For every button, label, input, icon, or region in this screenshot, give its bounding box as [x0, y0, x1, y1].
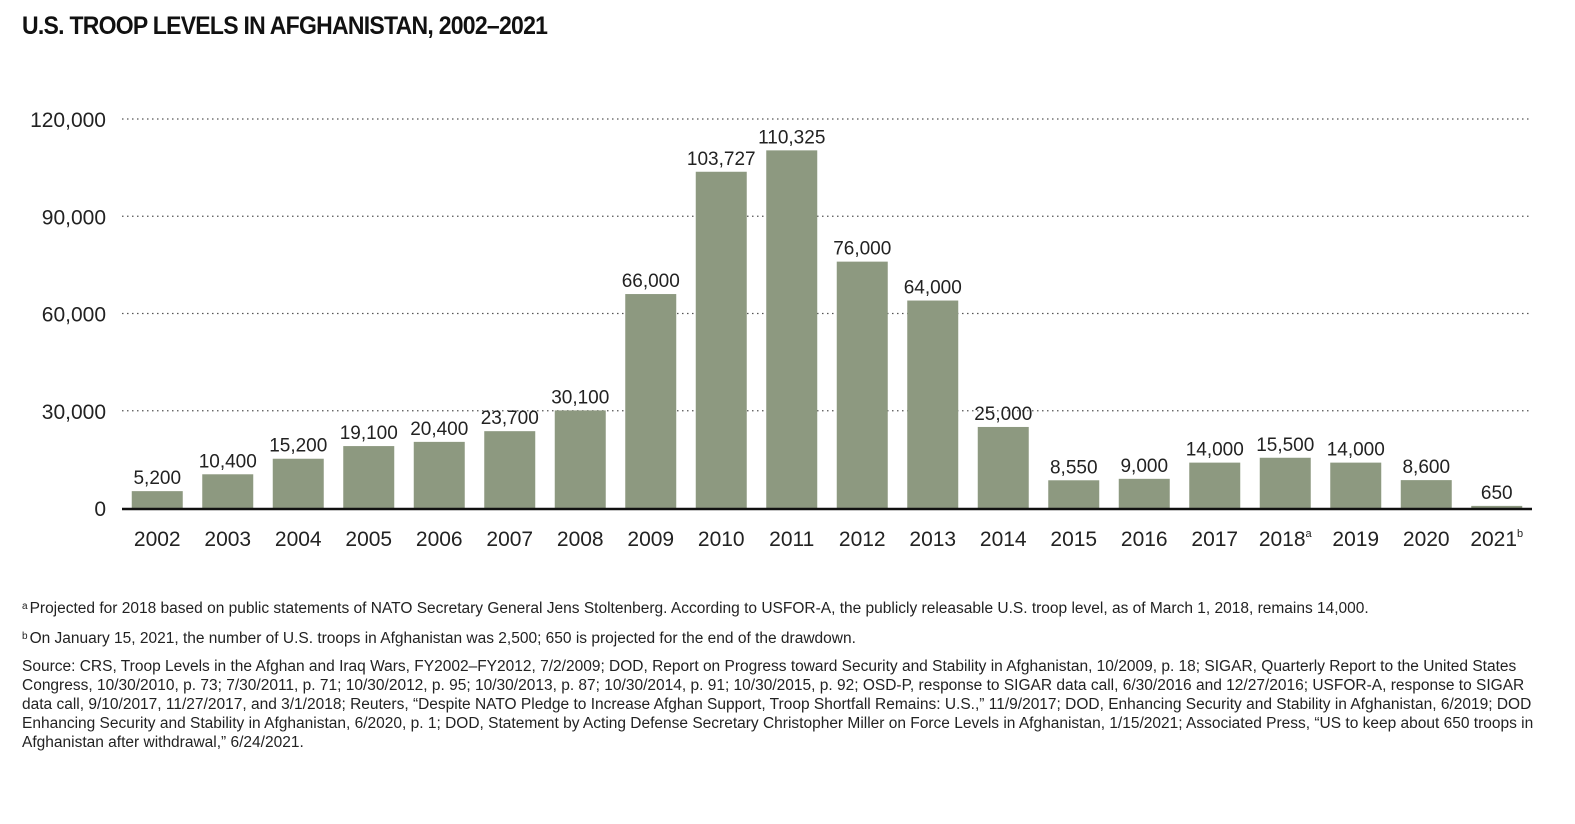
- bar-2015: [1048, 480, 1100, 508]
- x-tick-label: 2016: [1121, 528, 1168, 551]
- value-label: 8,600: [1402, 457, 1450, 478]
- value-labels: 5,200 10,400 15,200 19,100 20,400 23,700 30,10…: [133, 127, 1512, 504]
- x-tick-label: 2009: [627, 528, 674, 551]
- footnote-a-text: Projected for 2018 based on public state…: [29, 600, 1369, 617]
- bar-2008: [554, 410, 606, 508]
- bar-2014: [977, 426, 1029, 508]
- x-tick-label: 2012: [839, 528, 886, 551]
- value-label: 19,100: [340, 423, 398, 444]
- x-tick-label: 2020: [1403, 528, 1450, 551]
- value-label: 15,200: [269, 436, 327, 457]
- x-tick-footnote-mark: b: [1517, 528, 1523, 540]
- bar-2021: [1471, 505, 1523, 508]
- footnote-a-mark: a: [22, 601, 28, 612]
- bars: [131, 150, 1523, 508]
- bar-2009: [625, 294, 677, 508]
- value-label: 66,000: [622, 271, 680, 292]
- value-label: 20,400: [410, 419, 468, 440]
- bar-2003: [202, 474, 254, 508]
- x-tick-label: 2005: [345, 528, 392, 551]
- y-tick-label: 90,000: [42, 206, 106, 229]
- bar-2005: [343, 446, 395, 508]
- bar-2016: [1118, 478, 1170, 508]
- bar-2006: [413, 441, 465, 508]
- bar-2010: [695, 171, 747, 508]
- x-tick-label: 2007: [486, 528, 533, 551]
- x-tick-label: 2015: [1050, 528, 1097, 551]
- x-tick-label: 2011: [769, 528, 814, 551]
- bar-2013: [907, 300, 959, 508]
- chart-title: U.S. TROOP LEVELS IN AFGHANISTAN, 2002–2…: [22, 12, 548, 40]
- value-label: 9,000: [1120, 456, 1168, 477]
- x-tick-label: 2004: [275, 528, 322, 551]
- x-tick-label: 2017: [1191, 528, 1238, 551]
- y-tick-label: 0: [94, 498, 106, 521]
- x-tick-label: 2006: [416, 528, 463, 551]
- y-tick-label: 60,000: [42, 304, 106, 327]
- value-label: 110,325: [758, 127, 825, 148]
- bar-2017: [1189, 462, 1241, 508]
- value-label: 25,000: [974, 404, 1032, 425]
- y-axis-ticks: 0 30,000 60,000 90,000 120,000: [30, 109, 106, 521]
- bar-2018: [1259, 457, 1311, 508]
- value-label: 64,000: [904, 278, 962, 299]
- x-tick-label: 2008: [557, 528, 604, 551]
- value-label: 10,400: [199, 451, 257, 472]
- bar-2004: [272, 458, 324, 508]
- value-label: 650: [1481, 483, 1513, 504]
- x-tick-label: 2019: [1332, 528, 1379, 551]
- value-label: 8,550: [1050, 457, 1098, 478]
- bar-2012: [836, 261, 888, 508]
- value-label: 30,100: [551, 387, 609, 408]
- bar-2007: [484, 431, 536, 508]
- footnote-b-mark: b: [22, 631, 28, 642]
- x-tick-label: 2021b: [1470, 528, 1523, 551]
- value-label: 14,000: [1327, 440, 1385, 461]
- bar-2011: [766, 150, 818, 508]
- x-tick-label: 2003: [204, 528, 251, 551]
- x-tick-footnote-mark: a: [1306, 528, 1313, 540]
- footnotes: a Projected for 2018 based on public stat…: [22, 597, 1557, 761]
- value-label: 23,700: [481, 408, 539, 429]
- x-tick-label: 2002: [134, 528, 181, 551]
- y-tick-label: 120,000: [30, 109, 106, 132]
- value-label: 103,727: [687, 149, 756, 170]
- x-tick-label: 2010: [698, 528, 745, 551]
- x-axis-ticks: 2002 2003 2004 2005 2006 2007 2008 2009 2010 2011…: [134, 528, 1523, 551]
- footnote-b: b On January 15, 2021, the number of U.S.…: [22, 627, 1557, 648]
- footnote-a: a Projected for 2018 based on public stat…: [22, 597, 1557, 618]
- x-tick-label: 2018a: [1259, 528, 1313, 551]
- value-label: 76,000: [833, 239, 891, 260]
- value-label: 14,000: [1186, 440, 1244, 461]
- bar-2002: [131, 491, 183, 508]
- x-tick-label: 2013: [909, 528, 956, 551]
- bar-2019: [1330, 462, 1382, 508]
- value-label: 15,500: [1256, 435, 1314, 456]
- bar-2020: [1400, 480, 1452, 508]
- gridlines: [122, 118, 1532, 412]
- value-label: 5,200: [133, 468, 181, 489]
- y-tick-label: 30,000: [42, 401, 106, 424]
- source-note: Source: CRS, Troop Levels in the Afghan …: [22, 658, 1534, 751]
- footnote-b-text: On January 15, 2021, the number of U.S. …: [29, 630, 856, 647]
- x-tick-label: 2014: [980, 528, 1027, 551]
- bar-chart: 0 30,000 60,000 90,000 120,000 5,200 10,400 15…: [30, 109, 1532, 551]
